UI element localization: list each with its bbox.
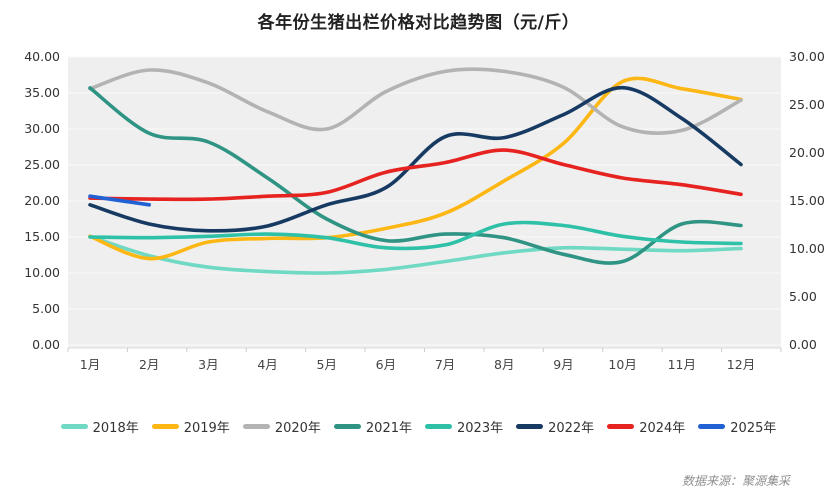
y-axis-left-label: 10.00 [24, 265, 60, 280]
y-axis-left-label: 30.00 [24, 121, 60, 136]
legend-label: 2019年 [183, 421, 230, 436]
series-line-2024年 [88, 148, 743, 202]
y-axis-right-label: 20.00 [789, 145, 825, 160]
legend-swatch [698, 424, 726, 429]
legend-swatch [60, 424, 88, 429]
x-axis-label: 5月 [317, 357, 337, 372]
legend-item-2024年[interactable]: 2024年 [607, 417, 685, 436]
series-line-2019年 [88, 76, 743, 261]
legend-item-2022年[interactable]: 2022年 [516, 417, 594, 436]
x-axis-label: 3月 [198, 357, 218, 372]
legend-label: 2020年 [274, 421, 321, 436]
series-line-2021年 [88, 86, 743, 265]
legend-label: 2018年 [92, 421, 139, 436]
legend-item-2019年[interactable]: 2019年 [151, 417, 230, 436]
legend-item-2021年[interactable]: 2021年 [333, 417, 412, 436]
legend-swatch [516, 424, 544, 429]
series-line-2018年 [88, 234, 743, 275]
legend-label: 2023年 [457, 421, 504, 436]
y-axis-left-label: 5.00 [32, 301, 60, 316]
chart-title: 各年份生猪出栏价格对比趋势图（元/斤） [257, 13, 580, 33]
y-axis-right-label: 30.00 [789, 49, 825, 64]
legend-swatch [333, 424, 361, 429]
series-line-2025年 [88, 194, 151, 207]
series-line-2022年 [88, 85, 743, 233]
legend-item-2023年[interactable]: 2023年 [425, 417, 503, 436]
y-axis-right-label: 0.00 [789, 337, 817, 352]
x-axis-label: 9月 [553, 357, 573, 372]
legend: 2018年 2019年 2020年 2021年 2023年 2022年 2024年 2025年 [0, 417, 837, 436]
legend-swatch [607, 424, 635, 429]
y-axis-left-label: 20.00 [24, 193, 60, 208]
y-axis-right-label: 25.00 [789, 97, 825, 112]
source-note: 数据来源：聚源集采 [681, 474, 790, 488]
y-axis-left-label: 35.00 [24, 85, 60, 100]
x-axis-label: 12月 [727, 357, 755, 372]
y-axis-left-label: 15.00 [24, 229, 60, 244]
legend-item-2018年[interactable]: 2018年 [60, 417, 139, 436]
legend-swatch [242, 424, 270, 429]
x-axis-label: 4月 [257, 357, 277, 372]
series-line-2020年 [88, 67, 743, 135]
price-trend-chart: 40.00 35.00 30.00 25.00 20.00 15.00 10.00 5.00 0… [24, 49, 825, 372]
y-axis-left-label: 25.00 [24, 157, 60, 172]
legend-label: 2022年 [548, 421, 595, 436]
x-axis-label: 10月 [608, 357, 636, 372]
legend-label: 2024年 [639, 421, 686, 436]
plot-area [68, 57, 781, 348]
y-axis-left-label: 0.00 [32, 337, 60, 352]
x-axis-label: 11月 [668, 357, 696, 372]
legend-swatch [425, 424, 452, 429]
legend-swatch [151, 424, 179, 429]
x-axis-label: 7月 [435, 357, 455, 372]
x-axis-label: 6月 [376, 357, 396, 372]
x-axis-label: 1月 [80, 357, 100, 372]
x-axis-label: 8月 [494, 357, 514, 372]
legend-item-2025年[interactable]: 2025年 [698, 417, 776, 436]
y-axis-right-label: 10.00 [789, 241, 825, 256]
y-axis-right-label: 5.00 [789, 289, 817, 304]
legend-label: 2025年 [730, 421, 777, 436]
y-axis-right-label: 15.00 [789, 193, 825, 208]
series-line-2023年 [88, 220, 743, 251]
y-axis-left-label: 40.00 [24, 49, 60, 64]
legend-item-2020年[interactable]: 2020年 [242, 417, 321, 436]
x-axis-label: 2月 [139, 357, 159, 372]
legend-label: 2021年 [365, 421, 412, 436]
